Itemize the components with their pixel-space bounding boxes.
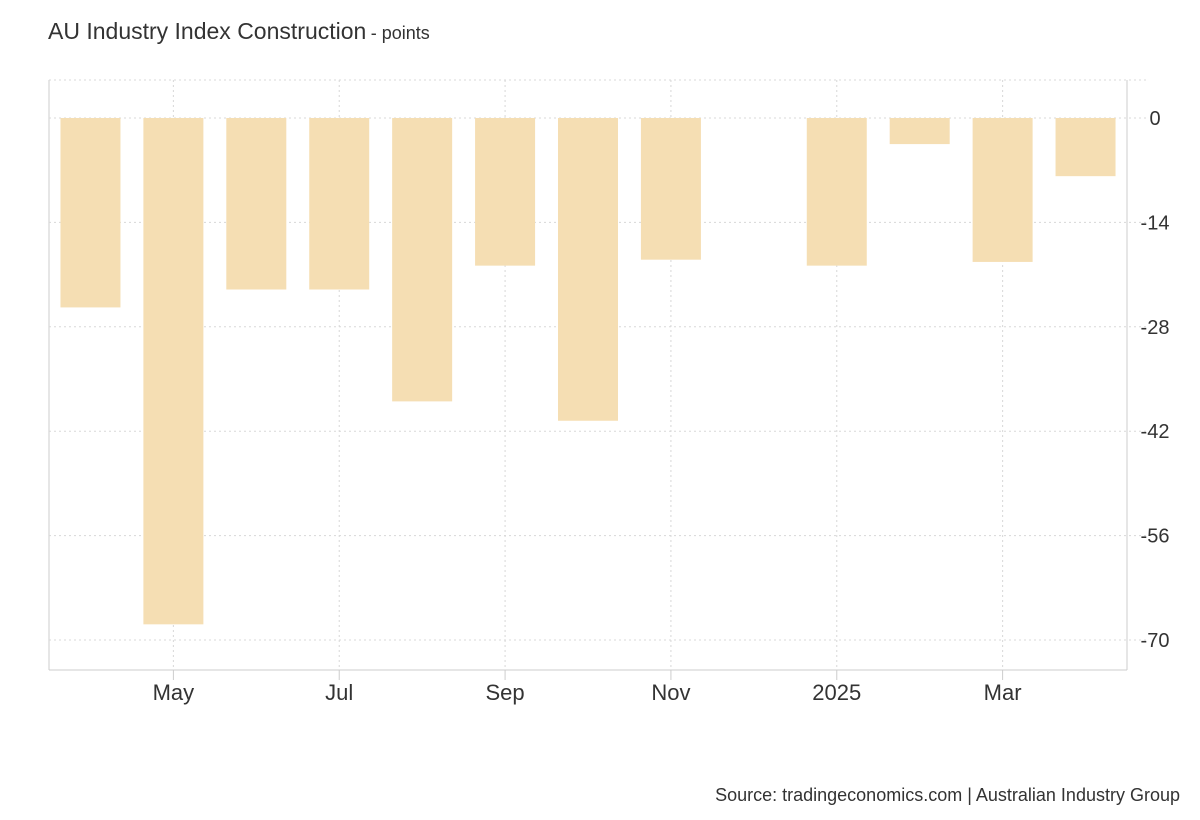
- source-credit: Source: tradingeconomics.com | Australia…: [715, 785, 1180, 805]
- x-tick-label: 2025: [812, 680, 861, 705]
- bar-2025-01: [806, 118, 867, 266]
- chart-title: AU Industry Index Construction: [48, 18, 367, 44]
- bar-2024-11: [640, 118, 701, 260]
- bar-2024-05: [143, 118, 204, 625]
- bar-2024-07: [309, 118, 370, 290]
- bar-2024-09: [475, 118, 536, 266]
- bar-2025-02: [889, 118, 950, 145]
- bar-2024-06: [226, 118, 287, 290]
- y-tick-label: -14: [1141, 212, 1170, 234]
- bar-2024-10: [558, 118, 618, 421]
- chart-title-row: AU Industry Index Construction - points: [48, 18, 430, 45]
- x-tick-label: Nov: [651, 680, 690, 705]
- x-tick-label: Sep: [485, 680, 524, 705]
- x-tick-label: May: [153, 680, 195, 705]
- bar-2025-03: [972, 118, 1033, 262]
- y-tick-label: -42: [1141, 421, 1170, 443]
- chart-subtitle: - points: [370, 23, 430, 43]
- y-tick-label: 0: [1149, 108, 1160, 130]
- bar-2024-08: [392, 118, 453, 402]
- y-tick-label: -28: [1141, 317, 1170, 339]
- bar-2025-04: [1055, 118, 1116, 177]
- bar-2024-04: [60, 118, 121, 308]
- bar-chart: 0 -14 -28 -42 -56 -70 May Jul Sep Nov 2025 Mar: [48, 79, 1170, 705]
- y-tick-label: -70: [1141, 630, 1170, 652]
- y-tick-label: -56: [1141, 526, 1170, 548]
- x-tick-label: Jul: [325, 680, 353, 705]
- x-tick-label: Mar: [984, 680, 1022, 705]
